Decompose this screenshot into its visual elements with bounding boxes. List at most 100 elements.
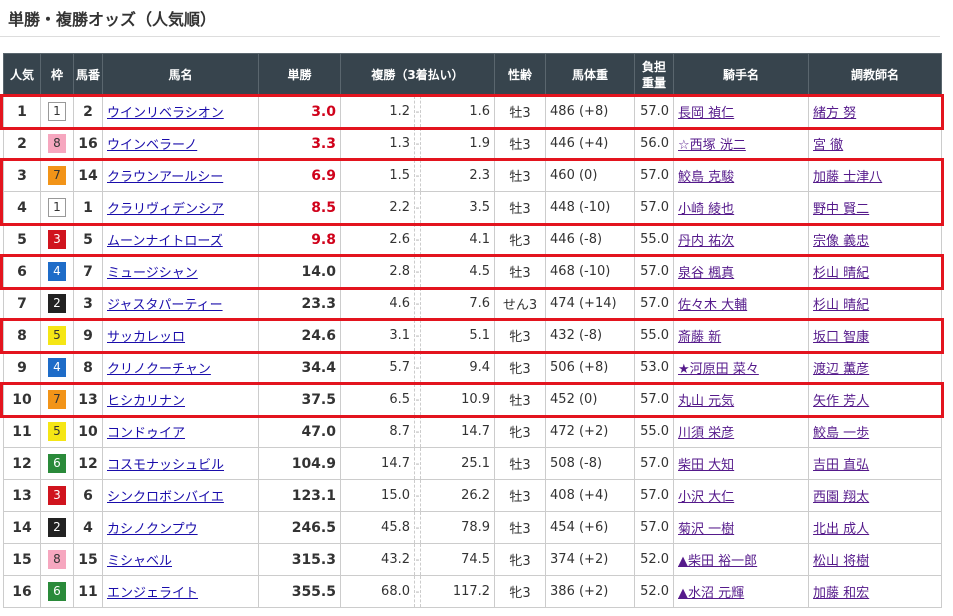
horse-name-link[interactable]: ミュージシャン: [107, 266, 198, 281]
jockey-link[interactable]: 小沢 大仁: [678, 490, 735, 505]
load-weight: 57.0: [634, 383, 675, 416]
jockey-link[interactable]: ▲柴田 裕一郎: [678, 554, 758, 569]
jockey-link[interactable]: 泉谷 楓真: [678, 266, 735, 281]
header-horse-number: 馬番: [73, 53, 103, 96]
waku-cell: 8: [40, 543, 74, 576]
jockey-link[interactable]: 柴田 大知: [678, 458, 735, 473]
trainer-link[interactable]: 杉山 晴紀: [813, 298, 870, 313]
jockey-link[interactable]: ★河原田 菜々: [678, 362, 759, 377]
horse-name-link[interactable]: ムーンナイトローズ: [107, 234, 223, 249]
horse-name-link[interactable]: ミシャベル: [107, 554, 173, 569]
jockey-cell: 長岡 禎仁: [673, 95, 810, 128]
jockey-link[interactable]: 川須 栄彦: [678, 426, 735, 441]
waku-cell: 1: [40, 95, 74, 128]
place-odds-high: 14.7: [420, 415, 496, 448]
horse-name-link[interactable]: クリノクーチャン: [107, 362, 211, 377]
trainer-link[interactable]: 宮 徹: [813, 138, 844, 153]
jockey-link[interactable]: 斎藤 新: [678, 330, 722, 345]
popularity: 9: [3, 351, 41, 384]
waku-cell: 2: [40, 511, 74, 544]
horse-weight: 474 (+14): [545, 287, 636, 320]
horse-number: 1: [73, 191, 103, 224]
place-odds-high: 5.1: [420, 319, 496, 352]
horse-name-link[interactable]: シンクロボンバイエ: [107, 490, 224, 505]
place-odds-high: 26.2: [420, 479, 496, 512]
waku-badge: 6: [48, 454, 66, 473]
horse-name-cell: ヒシカリナン: [102, 383, 259, 416]
load-weight: 57.0: [634, 95, 675, 128]
horse-name-link[interactable]: クラリヴィデンシア: [107, 202, 225, 217]
place-odds-low: 3.1: [340, 319, 415, 352]
trainer-link[interactable]: 加藤 和宏: [813, 586, 870, 601]
horse-number: 14: [73, 159, 103, 192]
trainer-cell: 杉山 晴紀: [808, 287, 943, 320]
horse-number: 12: [73, 447, 103, 480]
horse-name-link[interactable]: クラウンアールシー: [107, 170, 224, 185]
trainer-link[interactable]: 矢作 芳人: [813, 394, 870, 409]
trainer-link[interactable]: 鮫島 一歩: [813, 426, 870, 441]
trainer-link[interactable]: 吉田 直弘: [813, 458, 870, 473]
horse-name-link[interactable]: サッカレッロ: [107, 330, 186, 345]
trainer-cell: 鮫島 一歩: [808, 415, 943, 448]
jockey-link[interactable]: 丸山 元気: [678, 394, 735, 409]
horse-weight: 386 (+2): [545, 575, 636, 608]
horse-weight: 408 (+4): [545, 479, 636, 512]
jockey-link[interactable]: ▲水沼 元輝: [678, 586, 745, 601]
waku-badge: 1: [48, 102, 66, 121]
horse-name-cell: シンクロボンバイエ: [102, 479, 259, 512]
trainer-link[interactable]: 野中 賢二: [813, 202, 870, 217]
trainer-link[interactable]: 渡辺 薫彦: [813, 362, 870, 377]
horse-name-link[interactable]: エンジェライト: [107, 586, 199, 601]
jockey-cell: ▲柴田 裕一郎: [673, 543, 810, 576]
horse-name-link[interactable]: カシノクンプウ: [107, 522, 198, 537]
win-odds: 3.0: [311, 103, 336, 120]
trainer-link[interactable]: 緒方 努: [813, 106, 857, 121]
table-row: 1 1 2 ウインリベラシオン 3.0 1.2-1.6 牡3 486 (+8) 57.0 長岡 禎…: [3, 95, 943, 128]
table-row: 9 4 8 クリノクーチャン 34.4 5.7-9.4 牝3 506 (+8) 53.0 ★河原田…: [3, 351, 943, 384]
jockey-cell: 丹内 祐次: [673, 223, 810, 256]
trainer-cell: 杉山 晴紀: [808, 255, 943, 288]
horse-name-cell: ウインリベラシオン: [102, 95, 259, 128]
horse-name-link[interactable]: ウインリベラシオン: [107, 106, 224, 121]
jockey-link[interactable]: 菊沢 一樹: [678, 522, 735, 537]
place-odds-low: 43.2: [340, 543, 415, 576]
page-title: 単勝・複勝オッズ（人気順）: [8, 10, 217, 29]
waku-cell: 2: [40, 287, 74, 320]
load-weight: 52.0: [634, 543, 675, 576]
trainer-link[interactable]: 加藤 士津八: [813, 170, 883, 185]
sex-age: 牡3: [494, 95, 547, 128]
horse-number: 2: [73, 95, 103, 128]
jockey-link[interactable]: 佐々木 大輔: [678, 298, 748, 313]
waku-badge: 2: [48, 518, 66, 537]
waku-cell: 1: [40, 191, 74, 224]
jockey-link[interactable]: 長岡 禎仁: [678, 106, 735, 121]
jockey-link[interactable]: 鮫島 克駿: [678, 170, 735, 185]
jockey-link[interactable]: ☆西塚 洸二: [678, 138, 746, 153]
trainer-link[interactable]: 宗像 義忠: [813, 234, 870, 249]
load-weight: 57.0: [634, 255, 675, 288]
waku-badge: 5: [48, 326, 66, 345]
trainer-link[interactable]: 北出 成人: [813, 522, 870, 537]
trainer-link[interactable]: 松山 将樹: [813, 554, 870, 569]
horse-name-link[interactable]: コンドゥイア: [107, 426, 186, 441]
sex-age: 牡3: [494, 159, 547, 192]
waku-cell: 4: [40, 255, 74, 288]
horse-number: 7: [73, 255, 103, 288]
jockey-link[interactable]: 小崎 綾也: [678, 202, 735, 217]
win-odds: 37.5: [301, 391, 336, 408]
jockey-link[interactable]: 丹内 祐次: [678, 234, 735, 249]
horse-name-link[interactable]: ジャスタパーティー: [107, 298, 223, 313]
jockey-cell: ☆西塚 洸二: [673, 127, 810, 160]
horse-name-link[interactable]: コスモナッシュビル: [107, 458, 225, 473]
waku-cell: 5: [40, 415, 74, 448]
trainer-cell: 坂口 智康: [808, 319, 943, 352]
trainer-link[interactable]: 杉山 晴紀: [813, 266, 870, 281]
load-weight: 52.0: [634, 575, 675, 608]
horse-name-link[interactable]: ヒシカリナン: [107, 394, 186, 409]
place-odds-low: 8.7: [340, 415, 415, 448]
header-jockey: 騎手名: [673, 53, 810, 96]
horse-name-link[interactable]: ウインベラーノ: [107, 138, 198, 153]
trainer-link[interactable]: 西園 翔太: [813, 490, 870, 505]
popularity: 3: [3, 159, 41, 192]
trainer-link[interactable]: 坂口 智康: [813, 330, 870, 345]
